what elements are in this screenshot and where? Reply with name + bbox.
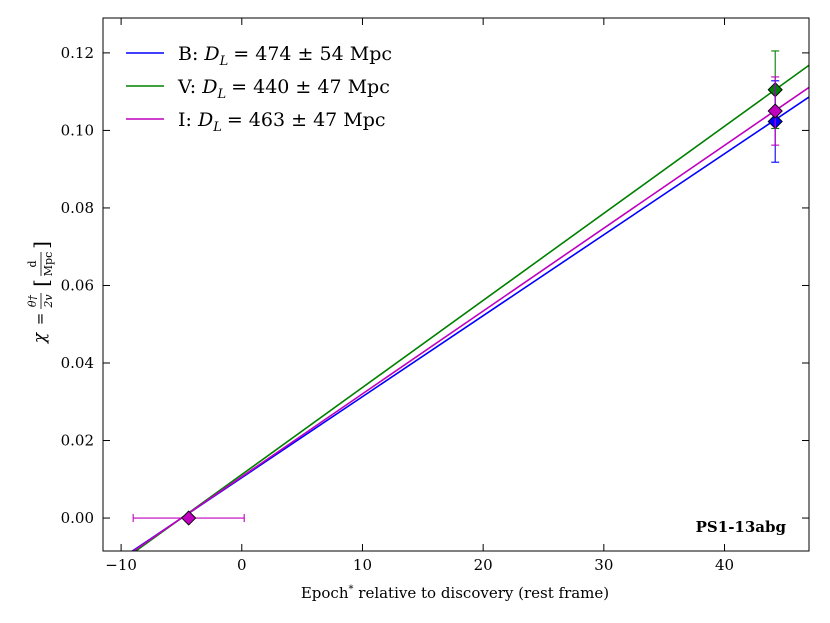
plot-area <box>103 18 809 551</box>
y-label-chi: χ <box>30 331 50 344</box>
y-label-unit-mpc: Mpc <box>42 252 55 276</box>
series-layer <box>131 64 809 551</box>
legend: B: DL = 474 ± 54 Mpc V: DL = 440 ± 47 Mpc … <box>126 43 392 135</box>
y-tick-label-2: 0.04 <box>61 354 94 372</box>
y-label-bracket-right: ] <box>29 241 53 249</box>
y-label-2v: 2v <box>42 294 55 309</box>
points-layer <box>132 50 783 526</box>
x-tick-label-3: 20 <box>474 556 493 574</box>
y-label-bracket-left: [ <box>29 279 53 287</box>
data-point-i-0 <box>767 103 783 119</box>
legend-entry-i: I: DL = 463 ± 47 Mpc <box>126 109 386 135</box>
x-tick-label-0: −10 <box>105 556 137 574</box>
y-tick-label-0: 0.00 <box>61 509 94 527</box>
y-tick-label-3: 0.06 <box>61 276 94 294</box>
legend-label-b: B: DL = 474 ± 54 Mpc <box>178 43 392 69</box>
fit-line-v <box>134 64 809 551</box>
x-tick-label-5: 40 <box>715 556 734 574</box>
data-point-i-1 <box>181 510 197 526</box>
y-tick-label-1: 0.02 <box>61 432 94 450</box>
x-tick-label-2: 10 <box>353 556 372 574</box>
y-tick-label-6: 0.12 <box>61 44 94 62</box>
ticks-layer: −10 0 10 20 30 40 0.00 0.02 0.04 0.06 0.08 0.10 0.12 <box>61 17 810 574</box>
x-tick-label-1: 0 <box>237 556 247 574</box>
y-label-equals: = <box>31 313 49 326</box>
legend-entry-v: V: DL = 440 ± 47 Mpc <box>126 76 390 102</box>
y-tick-label-5: 0.10 <box>61 121 94 139</box>
object-annotation: PS1-13abg <box>696 518 787 536</box>
fit-line-i <box>132 86 809 551</box>
legend-label-i: I: DL = 463 ± 47 Mpc <box>178 109 386 135</box>
legend-entry-b: B: DL = 474 ± 54 Mpc <box>126 43 392 69</box>
plot-frame <box>102 17 810 552</box>
y-label-unit-d: d <box>26 260 39 267</box>
y-axis-label: χ = θ† 2v [ d Mpc ] <box>26 241 55 344</box>
y-tick-label-4: 0.08 <box>61 199 94 217</box>
x-tick-label-4: 30 <box>594 556 613 574</box>
x-axis-label: Epoch* relative to discovery (rest frame… <box>301 584 609 602</box>
plot-background <box>103 18 809 551</box>
legend-label-v: V: DL = 440 ± 47 Mpc <box>177 76 390 102</box>
y-label-theta: θ† <box>26 294 39 307</box>
